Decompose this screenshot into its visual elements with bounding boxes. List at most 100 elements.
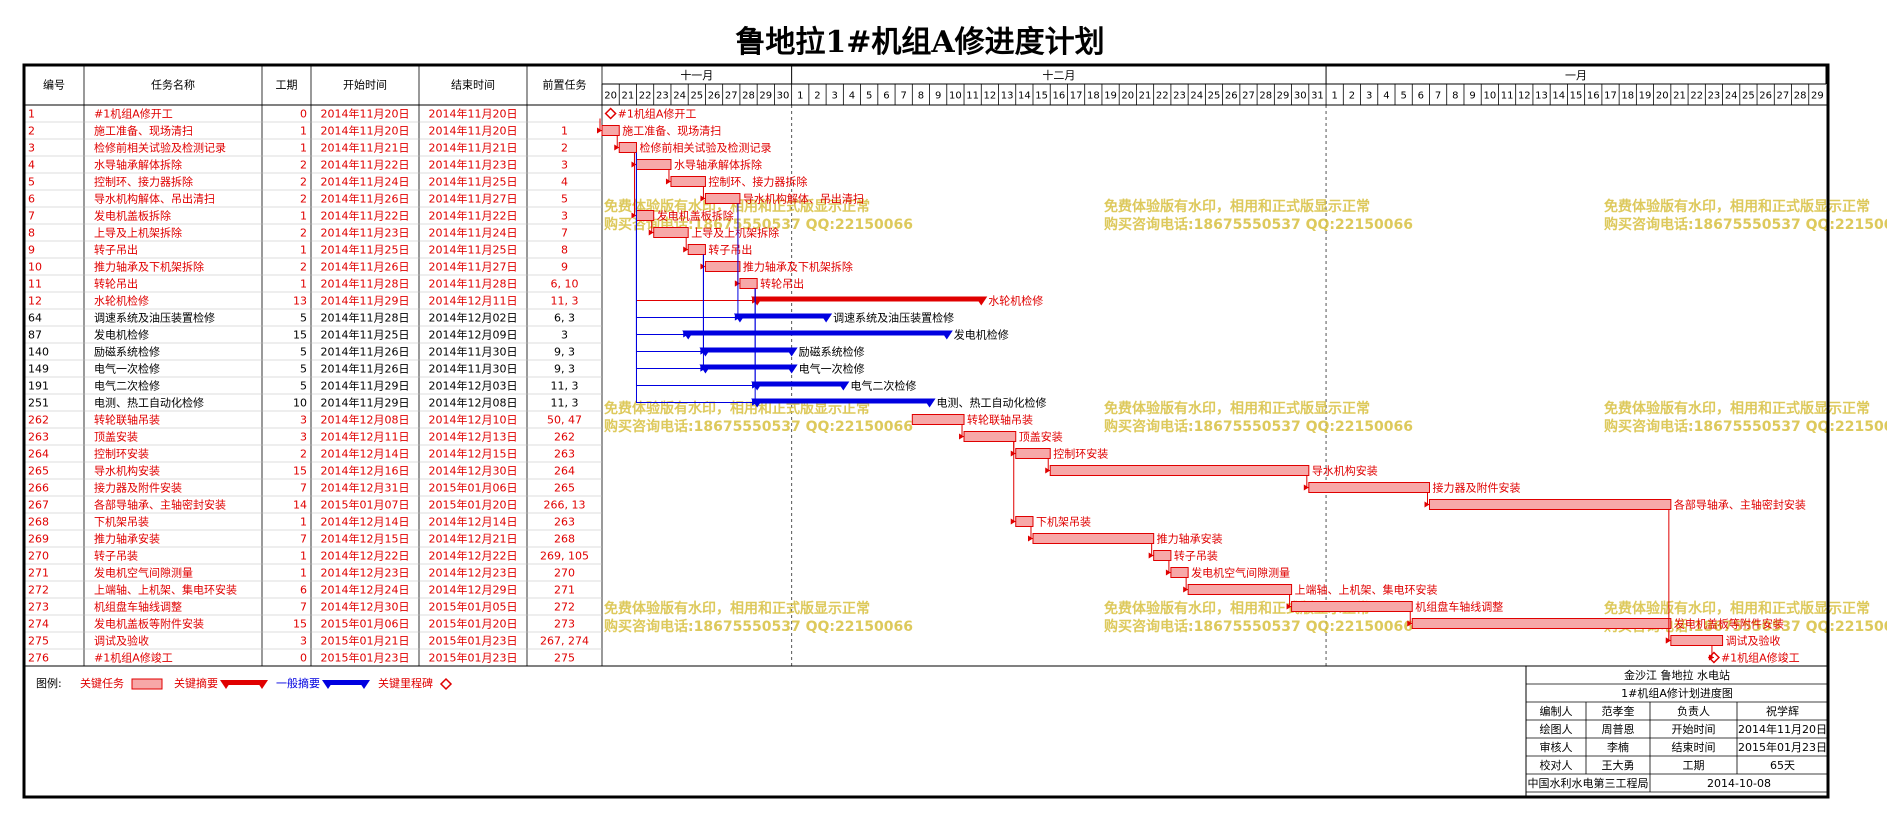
table-cell: 2014年12月03日 xyxy=(429,379,518,393)
table-cell: 265 xyxy=(554,482,575,495)
bar-label: 检修前相关试验及检测记录 xyxy=(639,141,771,155)
table-cell: 1 xyxy=(300,567,307,580)
watermark: 购买咨询电话:18675550537 QQ:22150066 xyxy=(1104,216,1413,233)
table-cell: 2014年11月30日 xyxy=(429,345,518,359)
table-cell: 5 xyxy=(300,380,307,393)
table-cell: 268 xyxy=(554,533,575,546)
bar-label: 顶盖安装 xyxy=(1019,430,1063,444)
info-cell: 李楠 xyxy=(1607,740,1629,754)
table-cell: 5 xyxy=(300,312,307,325)
day-label: 27 xyxy=(1777,91,1790,102)
table-cell: 5 xyxy=(561,193,568,206)
task-bar xyxy=(687,244,706,255)
info-cell: 负责人 xyxy=(1677,704,1710,718)
day-label: 8 xyxy=(918,91,924,102)
table-cell: 2014年12月11日 xyxy=(429,294,518,308)
table-cell: 2014年12月15日 xyxy=(321,532,410,546)
dependency-arrow xyxy=(683,246,689,253)
bar-label: 机组盘车轴线调整 xyxy=(1415,600,1503,614)
day-label: 25 xyxy=(690,91,703,102)
day-label: 5 xyxy=(866,91,872,102)
info-date: 2014-10-08 xyxy=(1707,777,1771,790)
legend-milestone xyxy=(439,677,453,691)
task-bar xyxy=(618,142,637,153)
legend-summary xyxy=(328,680,364,685)
legend-label: 一般摘要 xyxy=(276,676,320,690)
bar-label: 转子吊出 xyxy=(708,243,752,257)
dependency-arrow xyxy=(1183,586,1189,593)
table-cell: 9 xyxy=(28,244,35,257)
table-cell: 5 xyxy=(300,363,307,376)
day-label: 30 xyxy=(777,91,790,102)
table-cell: 2014年11月27日 xyxy=(429,260,518,274)
bar-label: 施工准备、现场清扫 xyxy=(622,124,721,138)
day-label: 4 xyxy=(849,91,855,102)
table-cell: 2 xyxy=(300,193,307,206)
day-label: 12 xyxy=(984,91,997,102)
summary-end xyxy=(940,330,953,340)
summary-bar xyxy=(757,381,844,387)
bar-label: 调速系统及油压装置检修 xyxy=(833,311,954,325)
day-label: 28 xyxy=(1794,91,1807,102)
table-cell: 15 xyxy=(293,618,307,631)
table-cell: 2014年12月30日 xyxy=(429,464,518,478)
table-cell: 9 xyxy=(561,261,568,274)
dependency-arrow xyxy=(1407,620,1413,627)
table-cell: 上端轴、上机架、集电环安装 xyxy=(94,583,237,597)
day-label: 9 xyxy=(1469,91,1475,102)
dependency-arrow xyxy=(665,178,671,185)
day-label: 5 xyxy=(1400,91,1406,102)
column-header: 开始时间 xyxy=(343,78,387,92)
dependency-arrow xyxy=(614,144,620,151)
bar-label: 发电机盖板拆除 xyxy=(657,209,734,223)
table-cell: 276 xyxy=(28,652,49,665)
table-cell: 0 xyxy=(300,652,307,665)
table-cell: 3 xyxy=(300,414,307,427)
day-label: 22 xyxy=(1690,91,1703,102)
table-cell: 2014年11月24日 xyxy=(321,175,410,189)
table-cell: 下机架吊装 xyxy=(94,515,149,529)
table-cell: 9, 3 xyxy=(554,363,575,376)
table-cell: 2 xyxy=(561,142,568,155)
task-bar xyxy=(739,278,758,289)
table-cell: 施工准备、现场清扫 xyxy=(94,124,193,138)
day-label: 27 xyxy=(1242,91,1255,102)
table-cell: 1 xyxy=(300,142,307,155)
dependency-arrow xyxy=(1148,552,1154,559)
legend-summary-end xyxy=(220,680,232,689)
bar-label: 控制环、接力器拆除 xyxy=(708,175,807,189)
table-cell: 269 xyxy=(28,533,49,546)
table-cell: 2014年11月25日 xyxy=(429,175,518,189)
table-cell: 1 xyxy=(28,108,35,121)
table-cell: 导水机构解体、吊出清扫 xyxy=(94,192,215,206)
summary-end xyxy=(785,364,798,374)
dependency-arrow xyxy=(597,127,602,134)
table-cell: 15 xyxy=(293,465,307,478)
summary-end xyxy=(820,313,833,323)
task-bar xyxy=(704,193,741,204)
table-cell: 2014年12月21日 xyxy=(429,532,518,546)
legend-summary xyxy=(226,680,262,685)
table-cell: 11, 3 xyxy=(551,295,579,308)
table-cell: 272 xyxy=(554,601,575,614)
info-cell: 周普恩 xyxy=(1602,722,1635,736)
table-cell: 7 xyxy=(300,482,307,495)
table-cell: 水导轴承解体拆除 xyxy=(94,158,182,172)
day-label: 23 xyxy=(1708,91,1721,102)
day-label: 2 xyxy=(814,91,820,102)
table-cell: 2014年12月30日 xyxy=(321,600,410,614)
task-bar xyxy=(635,159,672,170)
table-cell: 2 xyxy=(300,227,307,240)
table-cell: 调试及验收 xyxy=(94,634,149,648)
month-label: 一月 xyxy=(1565,69,1587,82)
table-cell: 7 xyxy=(300,533,307,546)
info-drawing: 1#机组A修计划进度图 xyxy=(1621,686,1733,700)
summary-bar xyxy=(705,364,792,370)
table-cell: 6 xyxy=(300,584,307,597)
table-cell: 2015年01月23日 xyxy=(429,634,518,648)
day-label: 3 xyxy=(832,91,838,102)
table-cell: 2 xyxy=(300,261,307,274)
dependency-arrow xyxy=(1045,467,1051,474)
